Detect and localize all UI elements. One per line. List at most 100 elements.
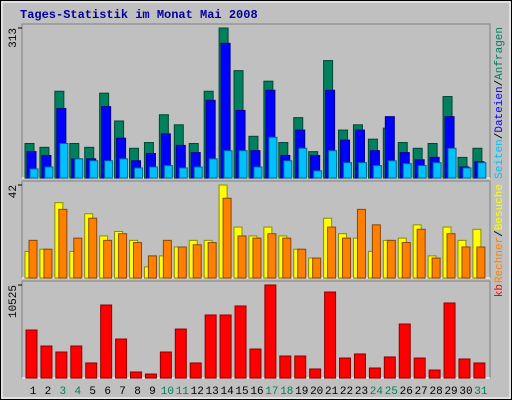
x-tick-label: 22 [340,386,353,398]
bar [192,244,202,279]
bar [458,358,471,379]
bar [134,167,144,179]
bar [309,368,322,379]
bar [193,166,203,179]
bar [40,345,53,379]
bar [282,237,292,279]
bar [357,162,367,179]
legend: kb [494,284,506,297]
bar [249,348,262,379]
bar [371,224,381,279]
bar [178,167,188,179]
bar [115,338,128,379]
bar [383,356,396,379]
bar [59,142,69,179]
x-tick-label: 2 [45,386,52,398]
bar [58,208,68,279]
bar [189,362,202,379]
bar [476,246,486,279]
legend-entry: Dateien [494,86,506,132]
x-tick-label: 29 [444,386,457,398]
bar [368,367,381,379]
bar [313,170,323,179]
bar [204,314,217,379]
bar [144,373,157,379]
x-tick-label: 7 [119,386,126,398]
bar [234,305,247,379]
bar [353,353,366,379]
bar [174,328,187,379]
x-tick-label: 1 [30,386,37,398]
legend-separator: / [494,230,506,237]
bar [446,233,456,279]
x-tick-label: 28 [430,386,443,398]
bar [252,237,262,279]
bar [133,242,143,279]
y-tick-label: 42 [8,185,20,198]
legend: Rechner/Besuche [494,184,506,283]
x-tick-label: 9 [149,386,156,398]
bar [88,217,98,279]
bar [386,239,396,279]
bar [477,162,487,179]
bar [103,239,113,279]
x-tick-label: 3 [60,386,67,398]
x-tick-label: 13 [206,386,219,398]
bar [342,237,352,279]
bar [417,165,427,179]
bar [387,160,397,179]
bar [237,235,247,279]
x-tick-label: 23 [355,386,368,398]
bar [104,160,114,179]
bar [462,167,472,179]
bar [55,351,68,379]
bar [268,136,278,179]
bar [253,166,263,179]
legend-entry: Besuche [494,184,506,230]
x-tick-label: 17 [265,386,278,398]
bar [207,242,217,279]
legend-separator: / [494,133,506,140]
bar [162,239,172,279]
x-tick-label: 8 [134,386,141,398]
x-tick-label: 25 [385,386,398,398]
bar [473,362,486,379]
bar [447,147,457,179]
y-tick-label: 10525 [8,285,20,318]
bar [401,242,411,279]
bar [118,233,128,279]
bar [356,208,366,279]
x-tick-label: 31 [474,386,488,398]
bar [372,165,382,179]
bar [461,246,471,279]
bar [148,166,158,179]
bar [343,162,353,179]
bar [89,160,99,179]
bar [28,239,38,279]
x-tick-label: 20 [310,386,323,398]
chart-title: Tages-Statistik im Monat Mai 2008 [20,8,258,22]
bar [119,158,129,179]
x-tick-label: 5 [89,386,96,398]
x-tick-label: 12 [191,386,204,398]
bar [294,355,307,379]
x-tick-label: 14 [220,386,234,398]
bar [298,147,308,179]
bar [25,329,38,379]
x-tick-label: 15 [235,386,248,398]
bar [432,162,442,179]
bar [327,226,337,279]
y-tick-label: 313 [8,28,20,48]
bar [130,371,143,379]
bar [44,166,54,179]
legend-entry: Rechner [494,237,506,283]
bar [219,314,232,379]
bar [147,255,157,279]
x-tick-label: 18 [280,386,293,398]
bar [267,233,277,279]
legend-entry: Anfragen [494,27,506,80]
x-tick-label: 26 [400,386,413,398]
bar [339,357,352,379]
x-tick-label: 30 [459,386,472,398]
